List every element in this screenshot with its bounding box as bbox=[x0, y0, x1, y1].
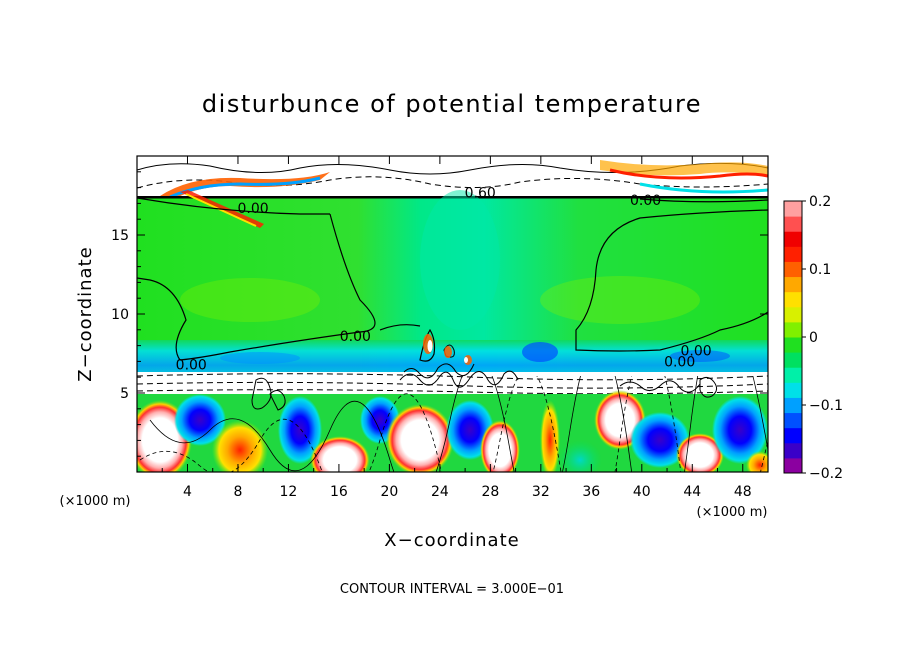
x-tick-label: 36 bbox=[582, 484, 600, 500]
colorbar-tick-label: 0.2 bbox=[809, 194, 831, 210]
colorbar-swatch bbox=[784, 276, 802, 293]
contour-label: 0.00 bbox=[664, 354, 695, 370]
contour-label: 0.00 bbox=[340, 329, 371, 345]
contour-interval-note: CONTOUR INTERVAL = 3.000E−01 bbox=[340, 582, 564, 597]
x-tick-label: 28 bbox=[481, 484, 499, 500]
colorbar-swatch bbox=[784, 352, 802, 368]
colorbar-swatch bbox=[784, 427, 802, 444]
x-tick-label: 48 bbox=[734, 484, 752, 500]
contour-label: 0.60 bbox=[465, 185, 496, 201]
x-tick-label: 20 bbox=[380, 484, 398, 500]
colorbar-swatch bbox=[784, 291, 802, 308]
heatmap-field bbox=[137, 156, 768, 472]
x-axis-label: X−coordinate bbox=[384, 530, 519, 551]
x-tick-label: 24 bbox=[431, 484, 449, 500]
colorbar-swatch bbox=[784, 261, 802, 278]
x-tick-label: 44 bbox=[683, 484, 701, 500]
y-unit-label: (×1000 m) bbox=[60, 494, 131, 509]
colorbar-swatch bbox=[784, 382, 802, 398]
y-tick-label: 15 bbox=[111, 228, 129, 244]
x-tick-label: 12 bbox=[280, 484, 298, 500]
contour-label: 0.00 bbox=[680, 343, 711, 359]
colorbar-tick-label: −0.2 bbox=[809, 466, 843, 482]
contour-label: 0.00 bbox=[176, 358, 207, 374]
x-tick-label: 16 bbox=[330, 484, 348, 500]
colorbar-swatch bbox=[784, 337, 802, 353]
x-axis-ticks: 4 8 12 16 20 24 28 32 36 40 44 48 bbox=[161, 156, 752, 500]
x-tick-label: 4 bbox=[183, 484, 192, 500]
colorbar-swatch bbox=[784, 442, 802, 459]
y-axis-label: Z−coordinate bbox=[75, 246, 96, 381]
colorbar-tick-label: −0.1 bbox=[809, 398, 843, 414]
colorbar-swatch bbox=[784, 306, 802, 323]
chart-title: disturbunce of potential temperature bbox=[202, 90, 702, 118]
contour-labels: 0.600.00 0.000.000.000.000.00 bbox=[176, 185, 712, 374]
colorbar-swatch bbox=[784, 457, 802, 474]
colorbar-swatch bbox=[784, 216, 802, 232]
colorbar bbox=[783, 200, 803, 474]
contour-label: 0.00 bbox=[630, 193, 661, 209]
y-axis-ticks: 5 10 15 bbox=[111, 171, 768, 457]
colorbar-swatch bbox=[784, 412, 802, 429]
x-tick-label: 8 bbox=[233, 484, 242, 500]
colorbar-ticks: 0.2 0.1 0 −0.1 −0.2 bbox=[802, 194, 843, 482]
colorbar-tick-label: 0.1 bbox=[809, 262, 831, 278]
x-unit-label: (×1000 m) bbox=[697, 505, 768, 520]
colorbar-swatch bbox=[784, 246, 802, 262]
colorbar-swatch bbox=[784, 397, 802, 414]
x-tick-label: 40 bbox=[633, 484, 651, 500]
colorbar-swatch bbox=[784, 321, 802, 338]
colorbar-swatch bbox=[784, 231, 802, 247]
colorbar-swatch bbox=[784, 367, 802, 383]
contour-label: 0.00 bbox=[238, 201, 269, 217]
y-tick-label: 5 bbox=[120, 386, 129, 402]
x-tick-label: 32 bbox=[532, 484, 550, 500]
y-tick-label: 10 bbox=[111, 307, 129, 323]
colorbar-tick-label: 0 bbox=[809, 330, 818, 346]
colorbar-swatch bbox=[784, 201, 802, 217]
